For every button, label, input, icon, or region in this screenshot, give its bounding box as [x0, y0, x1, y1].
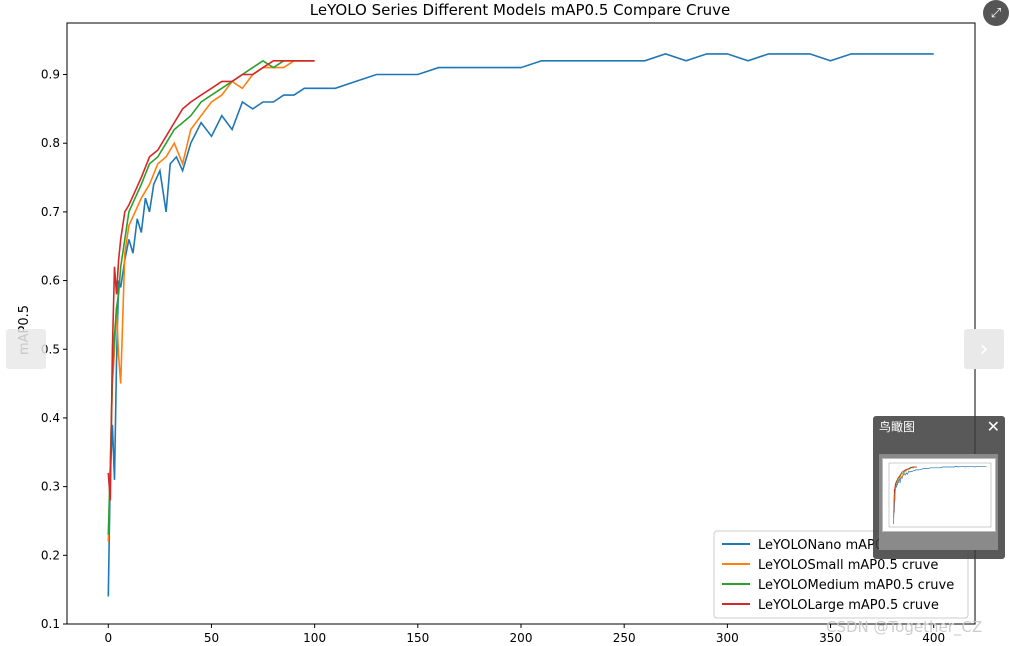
expand-icon: ⤢ [990, 5, 1002, 21]
y-tick-label: 0.2 [41, 548, 60, 562]
minimap-title: 鸟瞰图 [879, 420, 916, 434]
minimap-thumbnail [882, 458, 996, 532]
x-tick-label: 400 [922, 631, 945, 645]
y-tick-label: 0.8 [41, 136, 60, 150]
legend-entry: LeYOLOLarge mAP0.5 cruve [758, 598, 939, 613]
series-line-1 [107, 59, 315, 542]
y-tick-label: 0.1 [41, 617, 60, 631]
x-tick-label: 200 [510, 631, 533, 645]
y-tick-label: 0.6 [41, 274, 60, 288]
watermark: CSDN @Together_CZ [826, 618, 983, 636]
series-line-0 [107, 53, 934, 597]
series-line-2 [107, 59, 315, 535]
x-tick-label: 300 [716, 631, 739, 645]
legend-entry: LeYOLOMedium mAP0.5 cruve [758, 578, 954, 593]
x-tick-label: 150 [406, 631, 429, 645]
chevron-right-icon: › [979, 336, 989, 362]
x-tick-label: 100 [303, 631, 326, 645]
close-icon[interactable]: ✕ [986, 417, 1000, 436]
y-tick-label: 0.7 [41, 205, 60, 219]
x-tick-label: 50 [204, 631, 219, 645]
minimap-header: 鸟瞰图 ✕ [873, 416, 1005, 438]
y-tick-label: 0.9 [41, 68, 60, 82]
minimap-viewport[interactable] [879, 454, 998, 550]
minimap-panel: 鸟瞰图 ✕ [873, 416, 1005, 559]
next-image-button[interactable]: › [964, 329, 1004, 369]
x-tick-label: 250 [613, 631, 636, 645]
legend-entry: LeYOLOSmall mAP0.5 cruve [758, 558, 938, 573]
y-tick-label: 0.3 [41, 480, 60, 494]
y-tick-label: 0.4 [41, 411, 60, 425]
chart-title: LeYOLO Series Different Models mAP0.5 Co… [310, 1, 731, 19]
prev-image-button[interactable] [6, 329, 46, 369]
series-line-3 [107, 59, 315, 501]
expand-button[interactable]: ⤢ [983, 0, 1009, 26]
x-tick-label: 350 [819, 631, 842, 645]
x-tick-label: 0 [104, 631, 112, 645]
